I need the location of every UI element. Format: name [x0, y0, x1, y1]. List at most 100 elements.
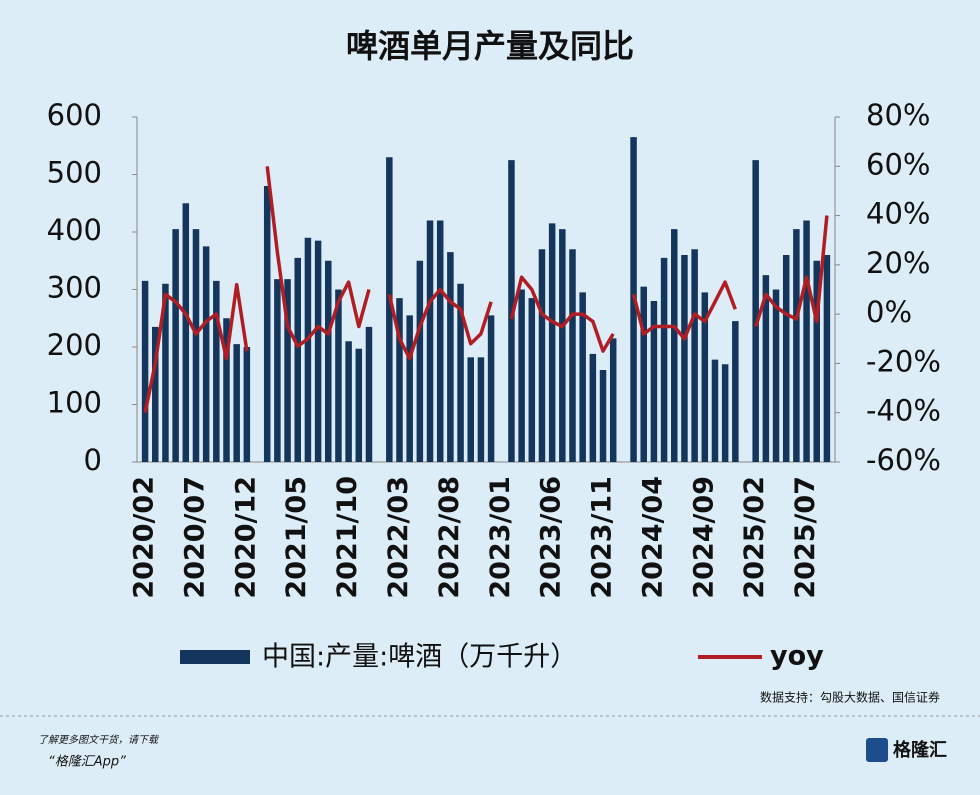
bar [233, 344, 240, 462]
y-tick-label: 400 [47, 213, 102, 247]
bar [457, 283, 464, 462]
bar [599, 370, 607, 462]
y2-tick-label: -20% [866, 344, 941, 378]
bar [721, 364, 729, 462]
legend-label: yoy [770, 641, 824, 672]
source: 数据支持：勾股大数据、国信证券 [760, 690, 940, 705]
yoy-line [143, 166, 829, 414]
bar [426, 220, 434, 462]
bar [508, 160, 515, 462]
x-tick-label: 2022/08 [434, 476, 465, 599]
y2-tick-label: 60% [866, 147, 930, 181]
bar [823, 255, 831, 462]
bar [345, 341, 352, 462]
bar [772, 289, 780, 462]
y-tick-label: 600 [47, 98, 102, 132]
bar [487, 315, 495, 462]
bar [711, 359, 719, 462]
bar [518, 289, 525, 462]
bar [579, 292, 586, 462]
x-tick-label: 2025/07 [790, 476, 821, 599]
bar [335, 289, 342, 462]
x-tick-label: 2022/03 [383, 476, 414, 599]
legend-swatch [180, 650, 250, 664]
chart-title: 啤酒单月产量及同比 [346, 27, 634, 65]
bar [732, 321, 739, 462]
bar [396, 298, 403, 462]
y2-tick-label: 20% [866, 246, 930, 280]
y2-tick-label: -40% [866, 394, 941, 428]
bar [436, 220, 444, 462]
x-tick-label: 2020/02 [129, 476, 160, 599]
y2-tick-label: 40% [866, 197, 930, 231]
bar [691, 249, 698, 462]
bar [172, 229, 179, 462]
bar [640, 286, 647, 462]
bar [365, 326, 373, 462]
bar [294, 257, 301, 462]
bar [762, 275, 770, 462]
footer-text: 了解更多图文干货，请下载 [38, 734, 160, 746]
bar [141, 280, 149, 462]
bar [609, 338, 617, 462]
x-tick-label: 2021/10 [332, 476, 363, 599]
bar [793, 229, 800, 462]
bar [314, 240, 322, 462]
bar [681, 255, 688, 462]
bar [274, 279, 281, 462]
bar [304, 237, 312, 462]
bar [467, 357, 474, 462]
bar [202, 246, 210, 462]
logo-text: 格隆汇 [893, 739, 947, 761]
x-tick-label: 2023/01 [485, 476, 516, 599]
x-tick-label: 2020/07 [179, 476, 210, 599]
y2-tick-label: -60% [866, 443, 941, 477]
y-tick-label: 100 [47, 386, 102, 420]
bar [559, 229, 566, 462]
bar [477, 357, 485, 462]
bar [538, 249, 546, 462]
y2-tick-label: 0% [866, 295, 912, 329]
bar [152, 326, 159, 462]
footer-app: “格隆汇App” [48, 755, 126, 770]
bar [223, 318, 230, 462]
y-tick-label: 500 [47, 156, 102, 190]
y2-tick-label: 80% [866, 98, 930, 132]
y-tick-label: 0 [84, 443, 102, 477]
logo-icon [866, 738, 888, 762]
y-tick-label: 200 [47, 328, 102, 362]
bar [386, 157, 393, 462]
bar [213, 280, 220, 462]
bar [782, 255, 790, 462]
bar [752, 160, 759, 462]
bar [416, 260, 424, 462]
bar [447, 252, 454, 462]
bar [162, 283, 169, 462]
bar [813, 260, 820, 462]
bar [671, 229, 678, 462]
bar [406, 315, 413, 462]
y-tick-label: 300 [47, 271, 102, 305]
x-tick-label: 2021/05 [281, 476, 312, 599]
bar [243, 347, 251, 462]
bar [589, 353, 597, 462]
bar [192, 229, 200, 462]
bar [548, 223, 556, 462]
x-tick-label: 2023/06 [536, 476, 567, 599]
bar [284, 279, 291, 462]
bar [263, 186, 271, 462]
bar [355, 348, 363, 462]
legend-label: 中国:产量:啤酒（万千升） [262, 642, 577, 673]
x-tick-label: 2023/11 [587, 476, 618, 599]
bar [650, 301, 658, 462]
bar [182, 203, 190, 462]
x-tick-label: 2024/04 [637, 476, 668, 599]
x-tick-label: 2020/12 [230, 476, 261, 599]
bar [325, 260, 332, 462]
bar [660, 257, 668, 462]
bar [528, 298, 536, 462]
x-tick-label: 2024/09 [688, 476, 719, 599]
bar [803, 220, 810, 462]
